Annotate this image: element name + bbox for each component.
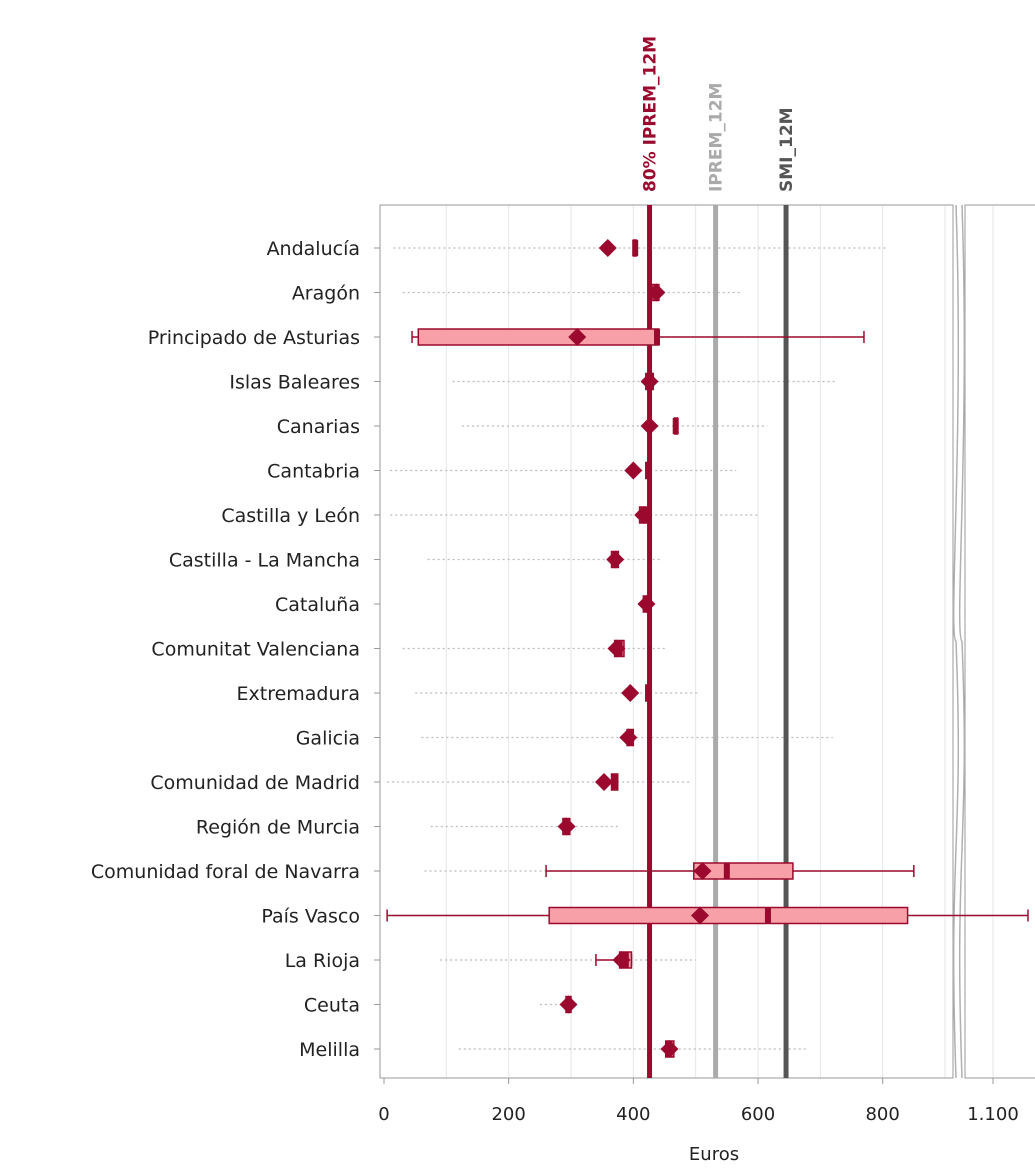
mean-marker [637,595,656,613]
category-label: Principado de Asturias [148,327,360,349]
box-group [624,461,652,480]
category-label: Cantabria [267,461,360,483]
box-group [557,817,576,836]
box-group [606,550,625,569]
box-group [660,1040,679,1058]
axis-break-line [958,204,966,1079]
box-group [411,328,865,346]
break-panel-frame [964,204,1035,1079]
category-label: Aragón [292,283,360,305]
reference-line-label: SMI_12M [777,107,797,192]
mean-marker [647,283,666,302]
x-axis: 0 200 400 600 800 1.100 [378,1078,1019,1125]
reference-lines: 80% IPREM_12M IPREM_12M SMI_12M [641,36,797,1078]
category-label: Melilla [299,1039,360,1061]
mean-marker [691,906,710,925]
category-label: Andalucía [267,238,360,260]
mean-marker [568,328,587,346]
box-group [595,951,633,969]
median-mark [654,329,661,345]
category-label: Canarias [277,416,360,438]
category-label: La Rioja [285,950,360,972]
category-label: Ceuta [304,995,360,1017]
category-label: Cataluña [275,594,360,616]
box-group [545,862,915,880]
box-group [386,906,1029,925]
box-group [647,283,666,302]
median-mark [723,863,730,879]
mean-marker [660,1040,679,1058]
box-group [634,506,653,524]
box-group [640,417,679,435]
reference-line-label: 80% IPREM_12M [641,36,661,192]
category-label: País Vasco [261,906,360,928]
mean-marker [595,773,614,791]
main-panel-frame [379,204,954,1079]
category-label: Región de Murcia [196,817,360,839]
mean-marker [598,239,617,257]
box-group [607,639,626,658]
category-label: Comunitat Valenciana [151,639,360,661]
median-mark [645,462,652,479]
mean-marker [640,417,659,435]
box-group [595,773,619,791]
mean-marker [640,372,659,391]
category-label: Castilla - La Mancha [169,550,360,572]
boxes [386,239,1029,1058]
category-label: Extremadura [237,683,361,705]
plot-panels [379,204,1035,1079]
x-tick-label: 200 [491,1104,525,1125]
median-mark [764,907,771,924]
median-mark [672,418,679,434]
mean-marker [634,506,653,524]
category-label: Islas Baleares [229,372,360,394]
box-group [559,995,578,1014]
x-tick-label: 800 [865,1104,899,1125]
median-mark [632,240,639,256]
x-tick-label: 600 [741,1104,775,1125]
box-group [619,728,638,747]
mean-marker [621,684,640,702]
mean-marker [619,728,638,747]
category-labels: Andalucía Aragón Principado de Asturias Isl… [91,238,380,1061]
x-tick-label: 400 [616,1104,650,1125]
x-axis-title: Euros [689,1144,739,1165]
iqr-box [548,906,909,925]
mean-marker [612,951,631,969]
box-group [598,239,639,257]
mean-marker [607,639,626,658]
mean-marker [624,461,643,480]
mean-marker [557,817,576,836]
axis-break-line [952,204,960,1079]
box-group [637,595,656,613]
category-label: Comunidad foral de Navarra [91,861,360,883]
mean-marker [693,862,712,880]
median-mark [645,685,652,701]
category-label: Comunidad de Madrid [150,772,360,794]
box-group [621,684,652,702]
category-label: Galicia [296,728,360,750]
median-mark [611,774,618,790]
iqr-box [417,328,660,346]
mean-marker [606,550,625,569]
box-group [640,372,659,391]
data-range-lines [387,247,1028,1050]
x-tick-label: 0 [378,1104,389,1125]
grid-lines [445,205,994,1078]
category-label: Castilla y León [221,505,360,527]
x-tick-label: 1.100 [967,1104,1019,1125]
mean-marker [559,995,578,1014]
reference-line-label: IPREM_12M [707,83,727,192]
